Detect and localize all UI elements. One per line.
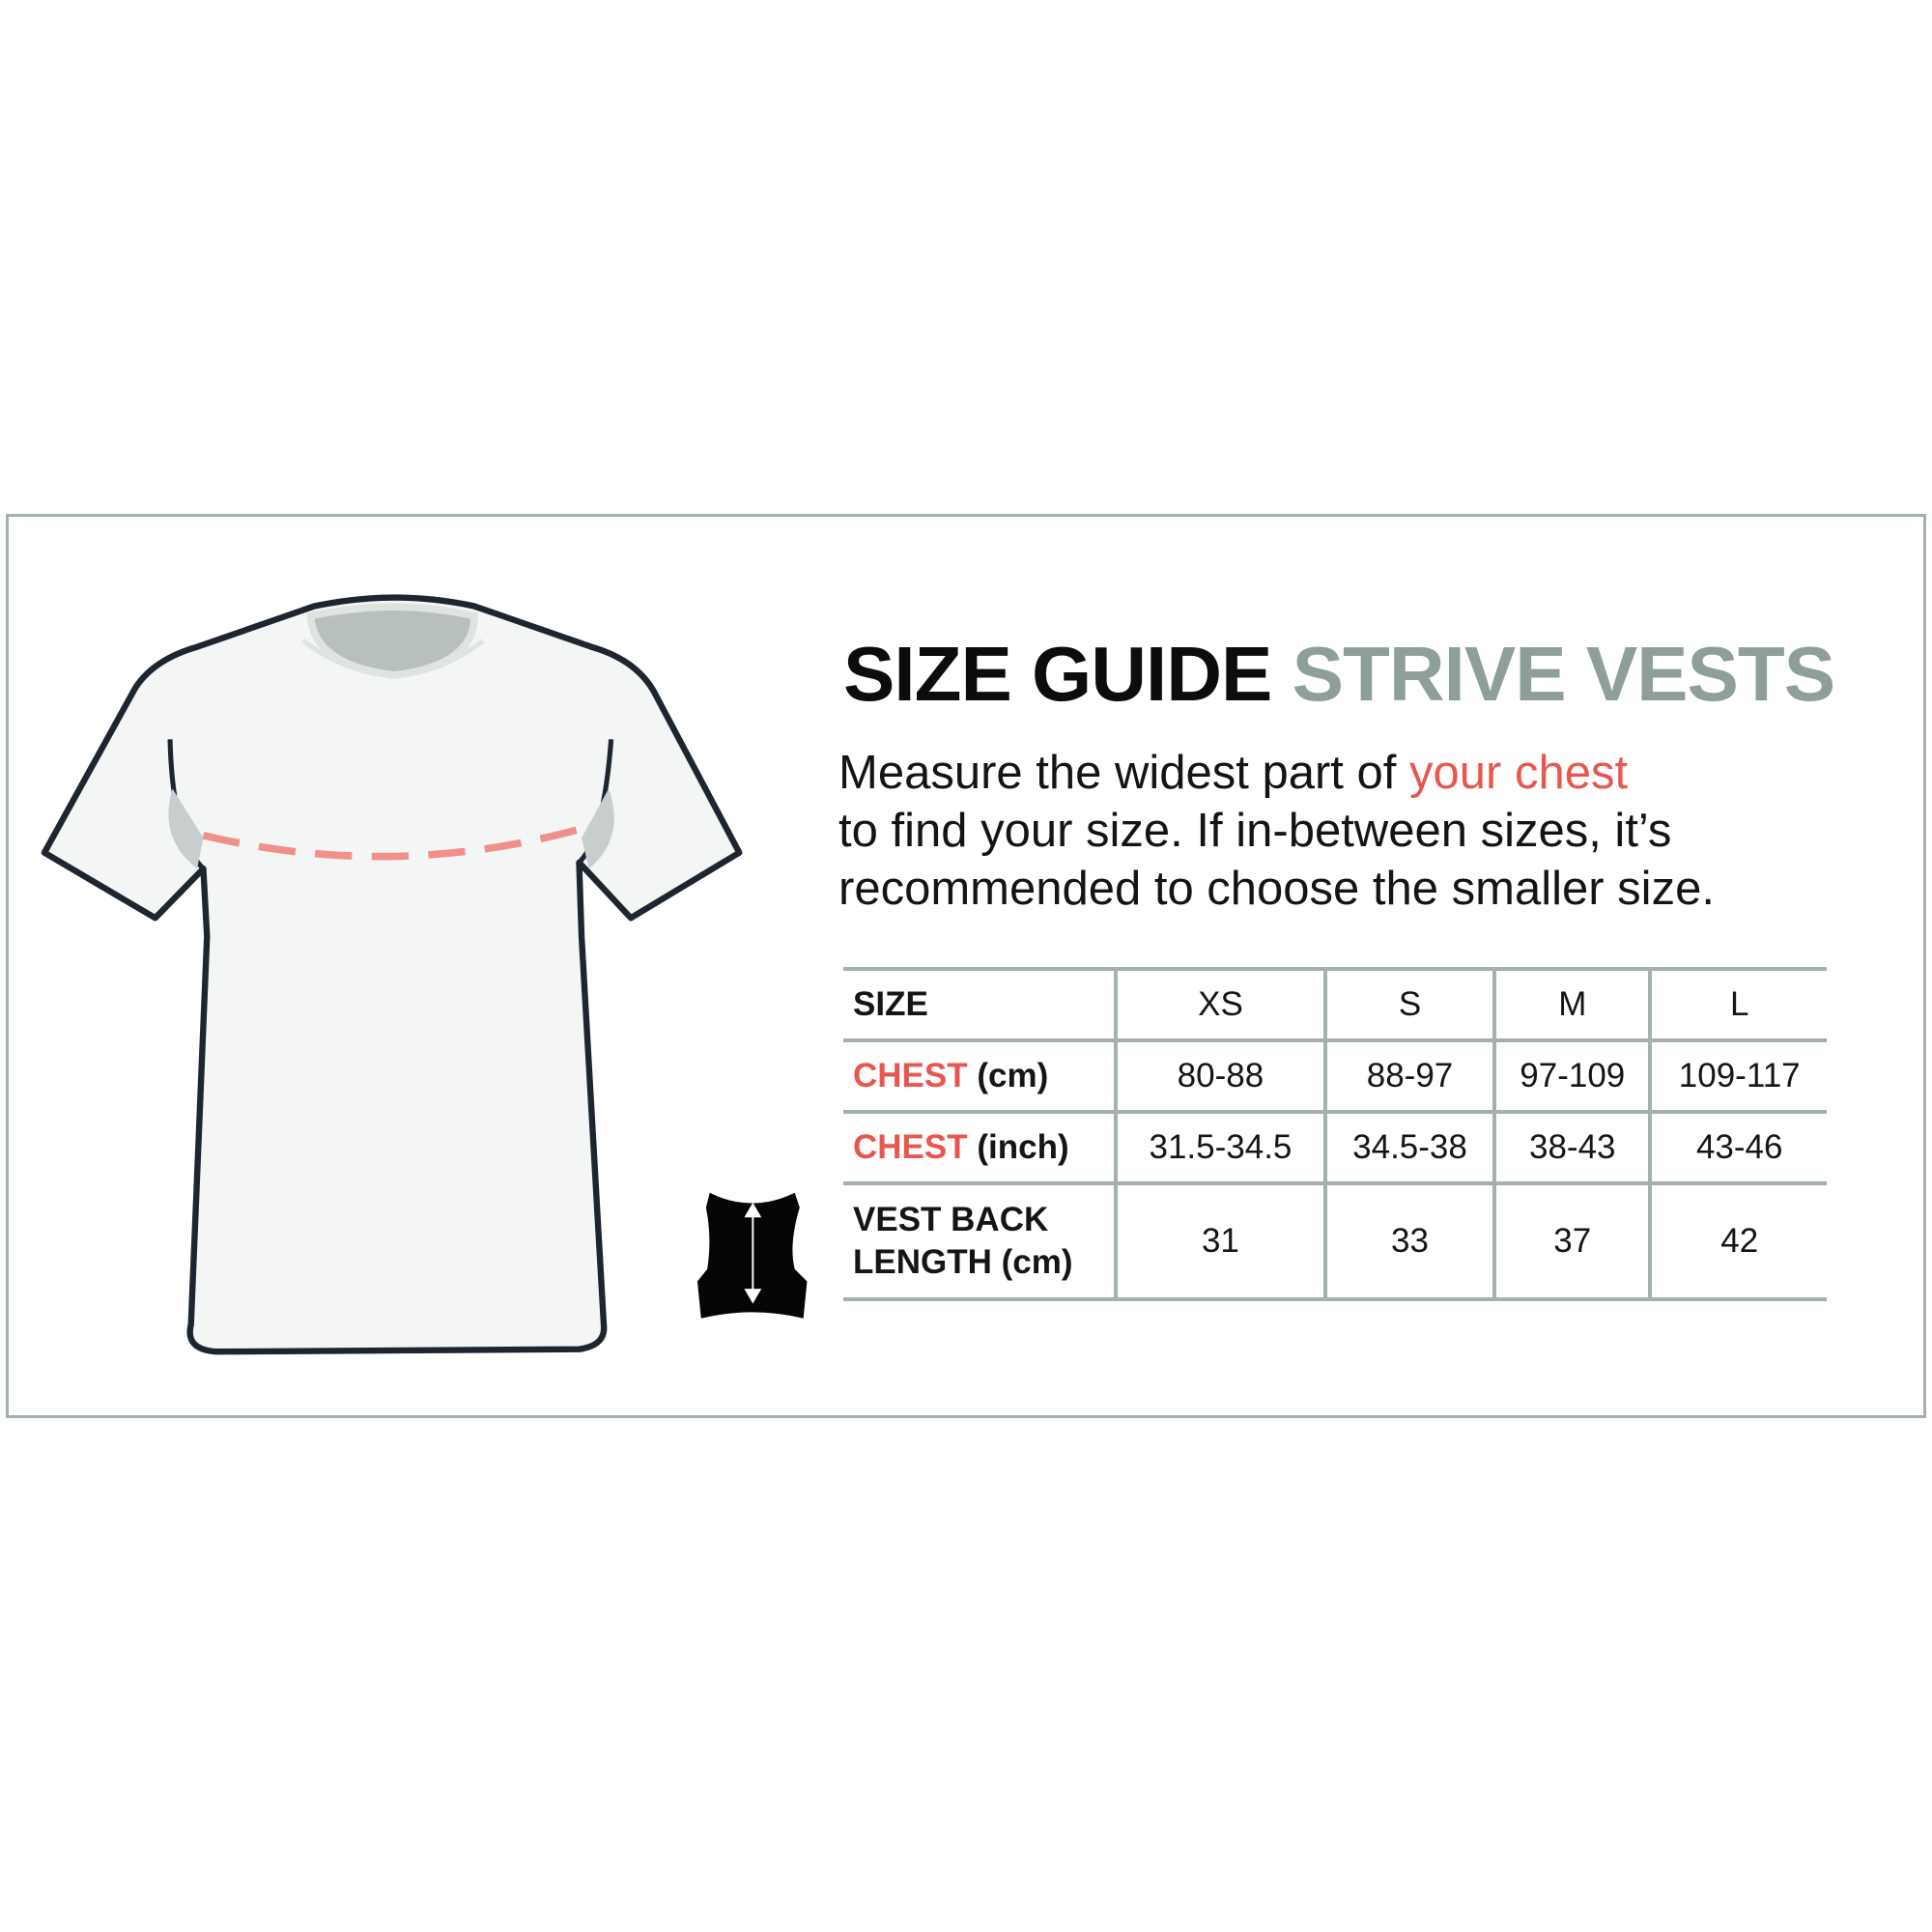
size-guide-frame [6,514,1926,1418]
table-cell: 80-88 [1114,1038,1325,1114]
table-cell: 88-97 [1322,1038,1495,1114]
table-cell: 31.5-34.5 [1114,1110,1325,1185]
label-rest: (inch) [967,1128,1069,1166]
row-label: CHEST (cm) [843,1038,1116,1114]
row-label: CHEST (inch) [843,1110,1116,1185]
table-cell: 34.5-38 [1322,1110,1495,1185]
label-rest: (cm) [967,1057,1049,1094]
desc-highlight: your chest [1409,747,1629,799]
t-shirt-illustration [41,594,743,1355]
desc-line3: recommended to choose the smaller size. [838,863,1715,915]
desc-line1: Measure the widest part of your chest [838,744,1715,802]
measure-instructions: Measure the widest part of your chest to… [838,744,1715,918]
label-line2: LENGTH (cm) [853,1243,1073,1281]
table-cell: 42 [1648,1181,1827,1301]
size-table: SIZE XS S M L CHEST (cm) 80-88 88-97 97-… [843,967,1827,1301]
table-row: CHEST (inch) 31.5-34.5 34.5-38 38-43 43-… [843,1110,1827,1185]
size-m: M [1492,967,1651,1042]
label-line1: VEST BACK [853,1201,1049,1238]
title-part1: SIZE GUIDE [843,631,1272,717]
double-arrow-icon [744,1202,762,1304]
table-cell: 33 [1322,1181,1495,1301]
label-highlight: CHEST [853,1128,968,1166]
table-cell: 38-43 [1492,1110,1651,1185]
size-s: S [1322,967,1495,1042]
size-l: L [1648,967,1827,1042]
page-title: SIZE GUIDE STRIVE VESTS [843,630,1835,719]
table-cell: 31 [1114,1181,1325,1301]
desc-text: Measure the widest part of [838,747,1410,799]
size-xs: XS [1114,967,1325,1042]
table-cell: 97-109 [1492,1038,1651,1114]
title-part2: STRIVE VESTS [1292,631,1835,717]
table-cell: 109-117 [1648,1038,1827,1114]
row-label: VEST BACK LENGTH (cm) [843,1181,1116,1301]
desc-line2: to find your size. If in-between sizes, … [838,805,1672,857]
table-row: VEST BACK LENGTH (cm) 31 33 37 42 [843,1181,1827,1301]
table-header-row: SIZE XS S M L [843,967,1827,1042]
vest-back-icon [696,1192,808,1319]
label-highlight: CHEST [853,1057,968,1094]
header-label: SIZE [843,967,1116,1042]
table-cell: 43-46 [1648,1110,1827,1185]
table-row: CHEST (cm) 80-88 88-97 97-109 109-117 [843,1038,1827,1114]
table-cell: 37 [1492,1181,1651,1301]
